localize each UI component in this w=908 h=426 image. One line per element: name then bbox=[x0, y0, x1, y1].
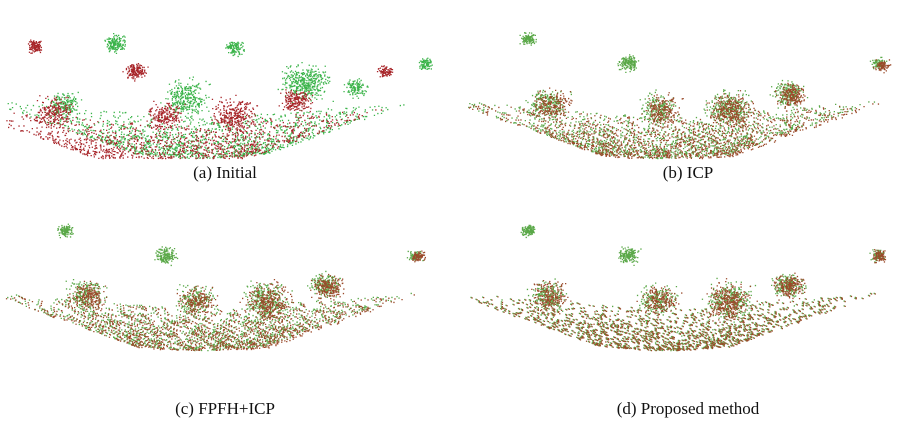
caption: (a) Initial bbox=[193, 163, 257, 182]
caption: (b) ICP bbox=[663, 163, 714, 182]
caption: (d) Proposed method bbox=[617, 399, 760, 418]
point-cloud bbox=[8, 33, 433, 159]
point-cloud-panel bbox=[468, 32, 891, 159]
figure: (a) Initial (b) ICP (c) FPFH+ICP (d) Pro… bbox=[0, 0, 908, 426]
point-cloud-panel bbox=[470, 225, 886, 352]
point-cloud bbox=[469, 59, 892, 159]
point-cloud bbox=[6, 251, 426, 352]
caption: (c) FPFH+ICP bbox=[175, 399, 275, 418]
point-cloud bbox=[7, 224, 423, 352]
point-cloud-panel bbox=[6, 224, 426, 352]
point-cloud bbox=[468, 32, 887, 159]
point-cloud bbox=[471, 249, 886, 351]
point-cloud bbox=[470, 225, 885, 352]
point-cloud-panel bbox=[6, 33, 433, 159]
